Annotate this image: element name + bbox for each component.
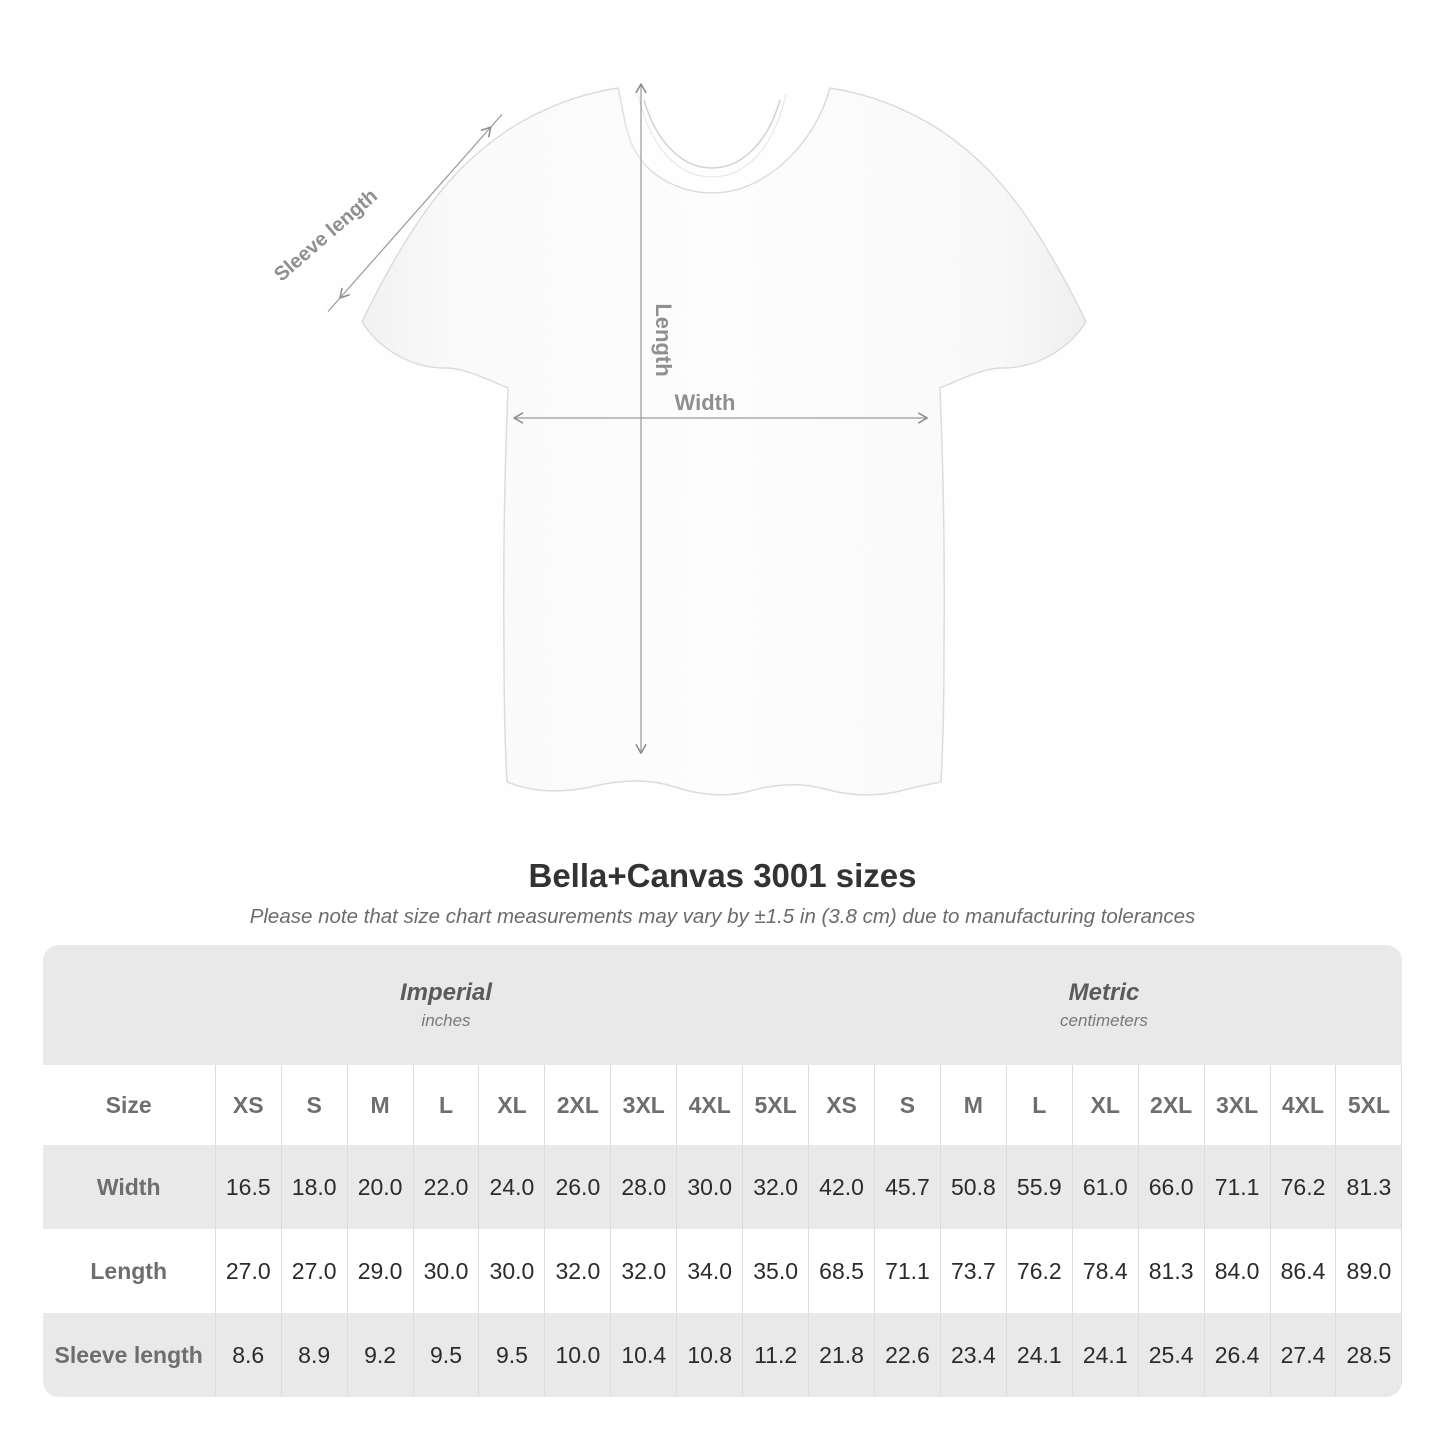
svg-text:Sleeve length: Sleeve length (270, 185, 382, 286)
svg-text:Length: Length (651, 303, 676, 376)
svg-text:Width: Width (675, 390, 736, 415)
